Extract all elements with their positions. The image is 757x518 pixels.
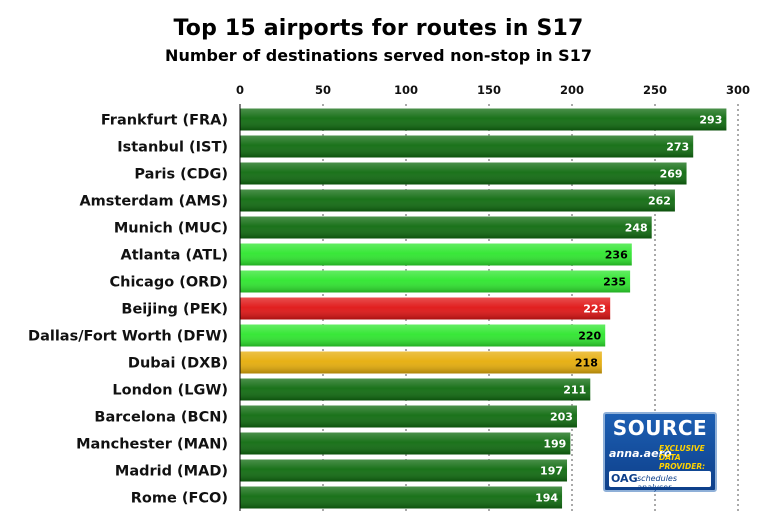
bar-shading (240, 189, 675, 212)
x-tick-label: 250 (643, 83, 667, 97)
category-label: Manchester (MAN) (76, 437, 228, 453)
bar-value-label: 236 (605, 249, 628, 262)
x-tick-label: 200 (560, 83, 584, 97)
bar-value-label: 262 (648, 195, 671, 208)
bar-shading (240, 243, 632, 266)
bar-shading (240, 108, 727, 131)
logo-source-text: SOURCE (612, 416, 708, 440)
category-label: Chicago (ORD) (110, 275, 229, 291)
x-tick-label: 50 (315, 83, 331, 97)
x-tick-label: 0 (236, 83, 244, 97)
bar-shading (240, 351, 602, 374)
bar-value-label: 273 (666, 141, 689, 154)
logo-oag-mark: OAG (611, 472, 638, 485)
bar-value-label: 203 (550, 411, 573, 424)
bar-value-label: 194 (535, 492, 558, 505)
chart-subtitle: Number of destinations served non-stop i… (165, 46, 592, 65)
chart-title: Top 15 airports for routes in S17 (173, 16, 584, 41)
category-label: Barcelona (BCN) (94, 410, 228, 426)
category-label: Frankfurt (FRA) (101, 113, 228, 129)
source-logo: SOURCE anna.aero EXCLUSIVE DATA PROVIDER… (603, 412, 717, 492)
category-label: Amsterdam (AMS) (79, 194, 228, 210)
bar-value-label: 293 (699, 114, 722, 127)
bar-value-label: 197 (540, 465, 563, 478)
bar-shading (240, 162, 687, 185)
bar-value-label: 269 (660, 168, 683, 181)
bar-shading (240, 216, 652, 239)
bars: 293 273 269 262 248 236 235 223 220 218 211 203 199 1… (240, 108, 727, 509)
bar-value-label: 218 (575, 357, 598, 370)
category-label: Atlanta (ATL) (121, 248, 228, 264)
category-label: Rome (FCO) (131, 491, 228, 507)
bar-value-label: 235 (603, 276, 626, 289)
bar-value-label: 220 (578, 330, 601, 343)
category-label: Dubai (DXB) (128, 356, 228, 372)
logo-exclusive-text: EXCLUSIVE DATA PROVIDER: (659, 444, 706, 471)
bar-shading (240, 378, 591, 401)
bar-shading (240, 432, 571, 455)
category-label: Paris (CDG) (134, 167, 228, 183)
bar-shading (240, 270, 631, 293)
bar-shading (240, 405, 577, 428)
bar-shading (240, 324, 606, 347)
category-label: Dallas/Fort Worth (DFW) (28, 329, 228, 345)
category-label: Istanbul (IST) (117, 140, 228, 156)
bar-shading (240, 297, 611, 320)
bar-shading (240, 135, 694, 158)
category-label: Munich (MUC) (114, 221, 228, 237)
logo-anna-text: anna.aero (609, 447, 672, 460)
bar-shading (240, 459, 568, 482)
bar-value-label: 248 (625, 222, 648, 235)
x-tick-label: 150 (477, 83, 501, 97)
x-tick-label: 100 (394, 83, 418, 97)
category-labels: Frankfurt (FRA) Istanbul (IST) Paris (CDG)… (28, 113, 228, 507)
logo-oag-text: schedules analyser (637, 474, 678, 492)
bar-value-label: 199 (543, 438, 566, 451)
bar-shading (240, 486, 563, 509)
category-label: Beijing (PEK) (121, 302, 228, 318)
category-label: London (LGW) (112, 383, 228, 399)
x-tick-label: 300 (726, 83, 750, 97)
logo-oag-box: OAG schedules analyser (609, 471, 711, 492)
bar-value-label: 223 (583, 303, 606, 316)
bar-value-label: 211 (563, 384, 586, 397)
x-axis-ticks: 0 50 100 150 200 250 300 (236, 83, 750, 97)
category-label: Madrid (MAD) (115, 464, 228, 480)
